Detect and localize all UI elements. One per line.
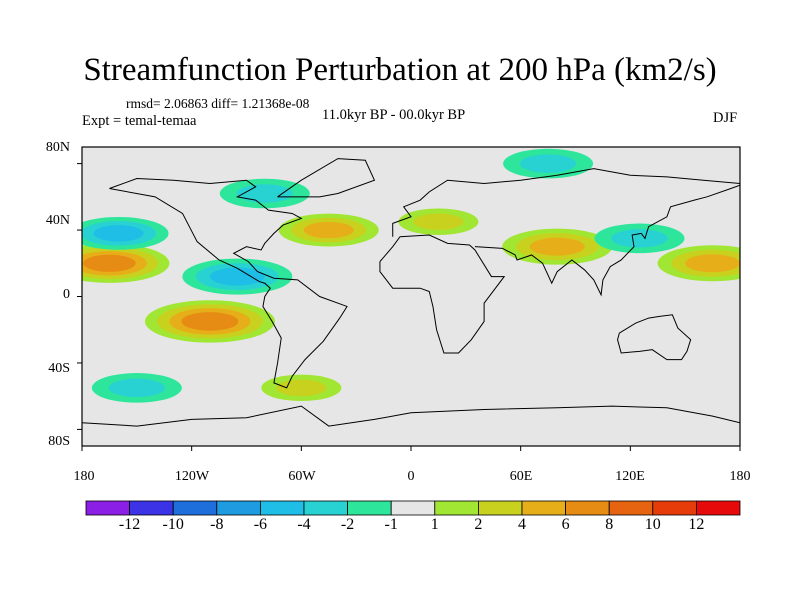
feature-12 (261, 374, 342, 402)
lon-label-180w: 180 (73, 469, 95, 484)
colorbar-label-7: 1 (430, 516, 439, 533)
colorbar-label-9: 4 (518, 516, 526, 533)
colorbar-box-12 (608, 500, 654, 516)
colorbar-label-8: 2 (474, 516, 483, 533)
feature-8 (594, 223, 685, 254)
contour-band (685, 254, 740, 273)
contour-band (276, 379, 327, 397)
axis-ticks (77, 163, 741, 451)
period-label: 11.0kyr BP - 00.0kyr BP (322, 107, 466, 123)
colorbar-label-5: -2 (340, 516, 355, 533)
season-label: DJF (713, 110, 738, 126)
map-background (82, 147, 740, 446)
lon-label-60w: 60W (288, 469, 316, 484)
lat-label-80s: 80S (48, 434, 70, 449)
colorbar-label-10: 6 (561, 516, 570, 533)
colorbar-box-9 (477, 500, 523, 516)
colorbar-label-1: -10 (162, 516, 184, 533)
lat-label-80n: 80N (45, 140, 70, 155)
contour-band (181, 312, 239, 331)
coastlines (82, 158, 740, 427)
colorbar-box-3 (216, 500, 261, 516)
contour-band (209, 267, 265, 286)
contour-band (611, 229, 668, 248)
lon-label-120w: 120W (174, 469, 210, 484)
coastline-2 (392, 168, 740, 237)
coastline-5 (617, 314, 692, 361)
colorbar-label-13: 12 (688, 516, 705, 533)
feature-5 (82, 216, 169, 250)
feature-6 (219, 178, 310, 209)
feature-11 (398, 208, 479, 235)
colorbar-box-11 (565, 500, 610, 516)
colorbar-box-7 (390, 500, 436, 516)
colorbar-label-4: -4 (297, 516, 311, 533)
colorbar-label-3: -6 (253, 516, 268, 533)
colorbar-label-0: -12 (118, 516, 141, 533)
feature-0 (144, 300, 275, 343)
colorbar-box-14 (696, 500, 741, 516)
feature-10 (278, 213, 379, 247)
contour-band (108, 378, 165, 398)
colorbar-box-13 (652, 500, 697, 516)
contour-band (413, 213, 464, 230)
lat-label-40s: 40S (48, 361, 70, 376)
colorbar-box-6 (347, 500, 392, 516)
contour-band (236, 184, 293, 203)
feature-9 (91, 373, 182, 403)
colorbar-label-12: 10 (644, 516, 661, 533)
coastline-4 (474, 184, 740, 297)
colorbar-box-4 (259, 500, 305, 516)
contour-field (82, 148, 740, 403)
colorbar-box-2 (172, 500, 218, 516)
lon-label-0: 0 (407, 469, 415, 484)
coastline-0 (109, 178, 348, 389)
colorbar (85, 500, 741, 516)
rmsd-diff-stats: rmsd= 2.06863 diff= 1.21368e-08 (126, 96, 310, 111)
coastline-3 (379, 234, 506, 354)
experiment-label: Expt = temal-temaa (82, 113, 197, 129)
colorbar-label-6: -1 (384, 516, 398, 533)
colorbar-box-8 (434, 500, 479, 516)
lat-label-eq: 0 (63, 287, 70, 302)
contour-band (83, 254, 136, 272)
contour-band (303, 221, 354, 239)
chart-title: Streamfunction Perturbation at 200 hPa (… (83, 52, 717, 88)
colorbar-box-5 (303, 500, 348, 516)
contour-band (93, 225, 144, 242)
feature-4 (182, 258, 293, 295)
colorbar-box-1 (129, 500, 174, 516)
feature-3 (657, 245, 740, 282)
colorbar-label-11: 8 (605, 516, 614, 533)
contour-band (529, 237, 585, 256)
lon-label-180e: 180 (729, 469, 751, 484)
coastline-6 (82, 405, 740, 427)
contour-band (519, 154, 577, 173)
feature-7 (503, 148, 594, 179)
colorbar-label-2: -8 (210, 516, 224, 533)
lat-label-40n: 40N (45, 213, 70, 228)
coastline-1 (277, 158, 376, 198)
colorbar-box-0 (85, 500, 130, 516)
colorbar-box-10 (521, 500, 566, 516)
feature-1 (82, 243, 170, 283)
lon-label-120e: 120E (615, 469, 645, 484)
lon-label-60e: 60E (509, 469, 533, 484)
